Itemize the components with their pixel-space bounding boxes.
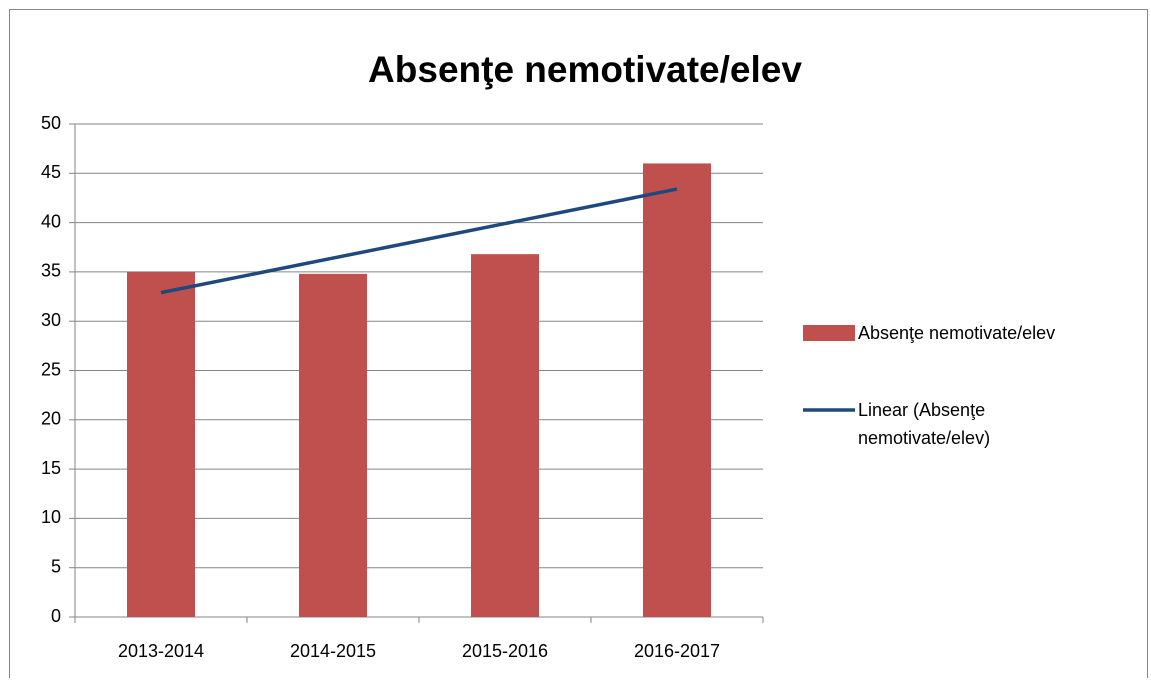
y-tick-label: 35 bbox=[41, 261, 61, 281]
trend-line bbox=[160, 187, 678, 295]
bar bbox=[299, 273, 367, 617]
bar bbox=[643, 163, 711, 617]
legend-swatch bbox=[803, 325, 855, 341]
x-tick-label: 2013-2014 bbox=[118, 641, 204, 661]
y-tick-label: 10 bbox=[41, 507, 61, 527]
y-tick-label: 30 bbox=[41, 310, 61, 330]
chart-border bbox=[9, 9, 1148, 683]
legend-label: Absenţe nemotivate/elev bbox=[858, 323, 1056, 343]
y-tick-label: 25 bbox=[41, 359, 61, 379]
y-tick-label: 50 bbox=[41, 113, 61, 133]
legend-label-box: Linear (Absenţe nemotivate/elev) bbox=[858, 400, 991, 448]
x-tick-label: 2016-2017 bbox=[634, 641, 720, 661]
chart-title: Absenţe nemotivate/elev bbox=[368, 49, 802, 90]
y-tick-label: 20 bbox=[41, 409, 61, 429]
y-tick-label: 0 bbox=[51, 606, 61, 626]
y-tick-label: 40 bbox=[41, 211, 61, 231]
x-tick-label: 2015-2016 bbox=[462, 641, 548, 661]
x-tick-label: 2014-2015 bbox=[290, 641, 376, 661]
bar bbox=[127, 271, 195, 617]
y-tick-label: 45 bbox=[41, 162, 61, 182]
y-tick-label: 5 bbox=[51, 556, 61, 576]
bar bbox=[471, 254, 539, 618]
legend-label-box: Absenţe nemotivate/elev bbox=[858, 323, 1056, 343]
y-tick-label: 15 bbox=[41, 458, 61, 478]
legend-label: Linear (Absenţe nemotivate/elev) bbox=[858, 400, 991, 448]
